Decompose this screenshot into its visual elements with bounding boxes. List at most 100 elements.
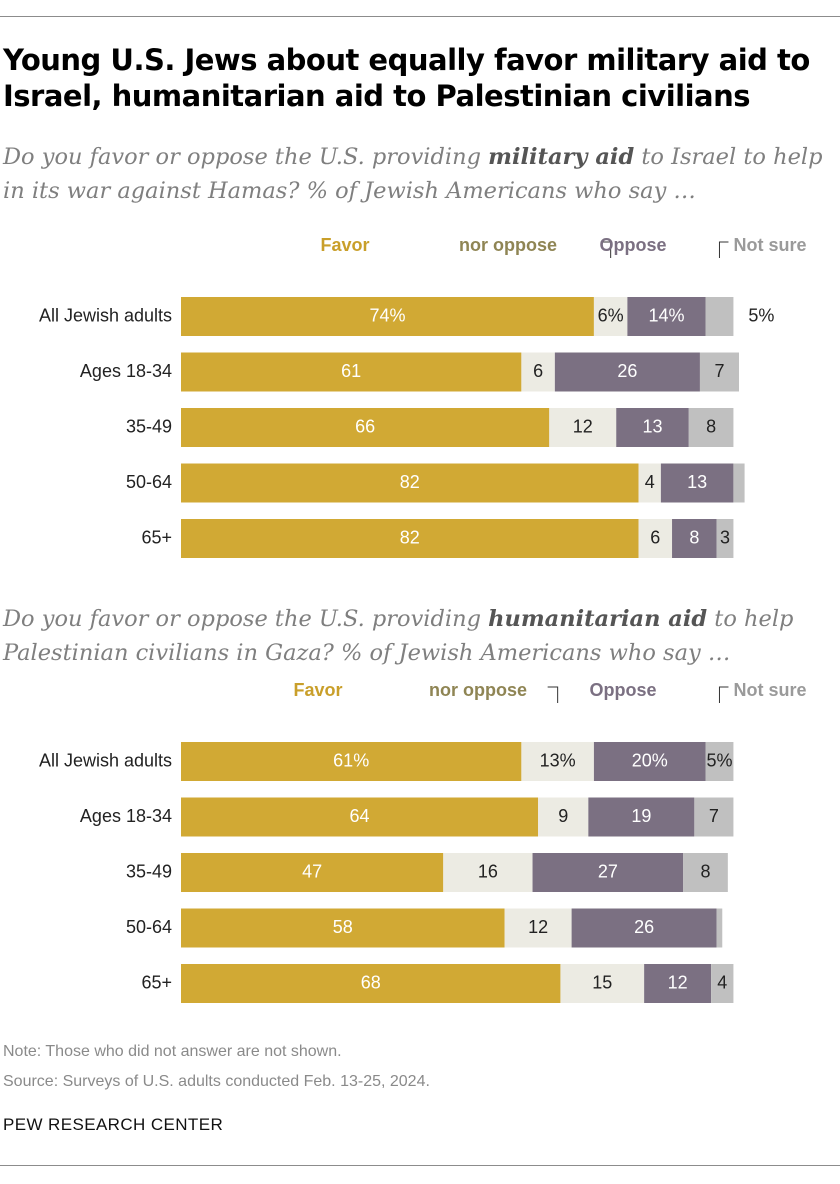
chart0-legend-not-sure-leader [718, 241, 729, 258]
question-1-post: to Israel to help in its war against Ham… [3, 144, 823, 204]
question-1-bold: military aid [488, 144, 635, 170]
chart0-favor-value-label: 61 [341, 361, 361, 381]
chart0-oppose-value-label: 13 [642, 416, 662, 436]
chart1-favor-bar [181, 964, 561, 1003]
chart0-neither-value-label: 6 [650, 527, 660, 547]
chart1-category-label: Ages 18-34 [80, 806, 172, 826]
chart0-legend-oppose: Oppose [599, 235, 666, 255]
chart0-category-label: Ages 18-34 [80, 361, 172, 381]
chart1-favor-bar [181, 908, 505, 948]
chart1-favor-bar [181, 742, 522, 781]
chart0-favor-bar [181, 519, 639, 558]
chart0-not-sure-value-label: 7 [714, 361, 724, 381]
chart1-category-label: 50-64 [126, 917, 172, 937]
chart0-neither-bar [638, 519, 673, 558]
question-2: Do you favor or oppose the U.S. providin… [3, 602, 838, 670]
chart0-oppose-value-label: 14% [648, 305, 684, 325]
chart1-neither-bar [443, 853, 533, 892]
chart1-not-sure-value-label: 4 [717, 972, 727, 992]
chart1-favor-value-label: 58 [333, 917, 353, 937]
chart1-legend-not-sure: Not sure [733, 680, 806, 700]
chart0-oppose-bar [616, 408, 689, 447]
chart1-favor-bar [181, 853, 444, 892]
military-aid-svg: All Jewish adults 74% 6% 14% 5% Ages 18-34 61 6… [39, 230, 806, 558]
chart1-favor-value-label: 61% [333, 750, 369, 770]
chart0-not-sure-value-label: 3 [720, 527, 730, 547]
chart1-legend-neither-line-2: nor oppose [429, 680, 527, 700]
chart1-oppose-bar [588, 797, 695, 837]
chart0-oppose-value-label: 13 [687, 472, 707, 492]
chart0-oppose-value-label: 8 [689, 527, 699, 547]
note: Note: Those who did not answer are not s… [3, 1043, 342, 1060]
chart1-favor-value-label: 68 [361, 972, 381, 992]
chart1-not-sure-value-label: 7 [709, 806, 719, 826]
question-2-post: to help Palestinian civilians in Gaza? %… [3, 606, 794, 666]
humanitarian-aid-chart: All Jewish adults 61% 13% 20% 5% Ages 18-34 64… [0, 675, 840, 1020]
chart1-legend-neither-leader [547, 686, 559, 703]
chart0-neither-value-label: 6% [598, 305, 624, 325]
chart0-oppose-value-label: 26 [617, 361, 637, 381]
chart1-legend-oppose: Oppose [589, 680, 656, 700]
chart1-not-sure-bar [711, 964, 734, 1003]
chart0-legend-favor: Favor [320, 235, 369, 255]
chart1-favor-value-label: 47 [302, 861, 322, 881]
chart1-neither-value-label: 15 [592, 972, 612, 992]
chart1-neither-bar [521, 742, 594, 781]
chart1-neither-bar [560, 964, 645, 1003]
chart1-oppose-value-label: 20% [632, 750, 668, 770]
chart0-not-sure-value-label: 8 [706, 416, 716, 436]
chart0-not-sure-bar [705, 297, 734, 336]
chart1-neither-value-label: 9 [558, 806, 568, 826]
chart0-category-label: 65+ [141, 527, 172, 547]
chart0-oppose-bar [554, 352, 700, 392]
chart0-oppose-bar [660, 463, 734, 503]
chart1-category-label: 35-49 [126, 861, 172, 881]
bottom-rule [0, 1165, 840, 1166]
chart1-oppose-bar [532, 853, 684, 892]
chart0-not-sure-bar [733, 463, 745, 503]
chart1-legend-favor: Favor [293, 680, 342, 700]
chart0-not-sure-bar [699, 352, 739, 392]
chart1-oppose-value-label: 19 [631, 806, 651, 826]
chart0-favor-value-label: 82 [400, 527, 420, 547]
chart0-favor-value-label: 66 [355, 416, 375, 436]
chart1-legend-not-sure-leader [718, 686, 729, 703]
question-1: Do you favor or oppose the U.S. providin… [3, 140, 838, 208]
chart1-neither-value-label: 12 [528, 917, 548, 937]
chart0-category-label: 50-64 [126, 472, 172, 492]
chart0-neither-bar [638, 463, 661, 503]
chart0-legend-neither-line-2: nor oppose [459, 235, 557, 255]
chart1-category-label: 65+ [141, 972, 172, 992]
chart1-favor-bar [181, 797, 539, 837]
humanitarian-aid-svg: All Jewish adults 61% 13% 20% 5% Ages 18-34 64… [39, 675, 806, 1003]
chart1-not-sure-bar [694, 797, 734, 837]
chart1-not-sure-value-label: 8 [701, 861, 711, 881]
question-2-bold: humanitarian aid [488, 606, 708, 632]
chart-title: Young U.S. Jews about equally favor mili… [3, 43, 810, 113]
chart0-legend-neither-leader [600, 241, 612, 258]
source: Source: Surveys of U.S. adults conducted… [3, 1073, 430, 1090]
chart0-neither-value-label: 12 [573, 416, 593, 436]
chart0-favor-value-label: 74% [369, 305, 405, 325]
chart0-oppose-bar [627, 297, 706, 336]
chart0-neither-bar [521, 352, 555, 392]
chart1-favor-value-label: 64 [350, 806, 370, 826]
question-1-pre: Do you favor or oppose the U.S. providin… [3, 144, 489, 170]
chart0-neither-bar [593, 297, 628, 336]
chart1-neither-bar [504, 908, 572, 948]
top-rule [0, 16, 840, 17]
chart1-not-sure-bar [716, 908, 723, 948]
chart1-neither-value-label: 16 [478, 861, 498, 881]
chart1-category-label: All Jewish adults [39, 750, 172, 770]
chart1-not-sure-bar [683, 853, 728, 892]
military-aid-chart: All Jewish adults 74% 6% 14% 5% Ages 18-34 61 6… [0, 230, 840, 575]
chart1-oppose-value-label: 26 [634, 917, 654, 937]
chart0-legend-neither-line-1: Neither favor [452, 230, 563, 232]
chart0-category-label: 35-49 [126, 416, 172, 436]
chart0-legend-not-sure: Not sure [733, 235, 806, 255]
chart1-oppose-bar [644, 964, 712, 1003]
chart0-not-sure-value-label: 5% [748, 305, 774, 325]
chart1-oppose-value-label: 27 [598, 861, 618, 881]
chart0-favor-bar [181, 352, 522, 392]
chart0-not-sure-bar [688, 408, 734, 447]
